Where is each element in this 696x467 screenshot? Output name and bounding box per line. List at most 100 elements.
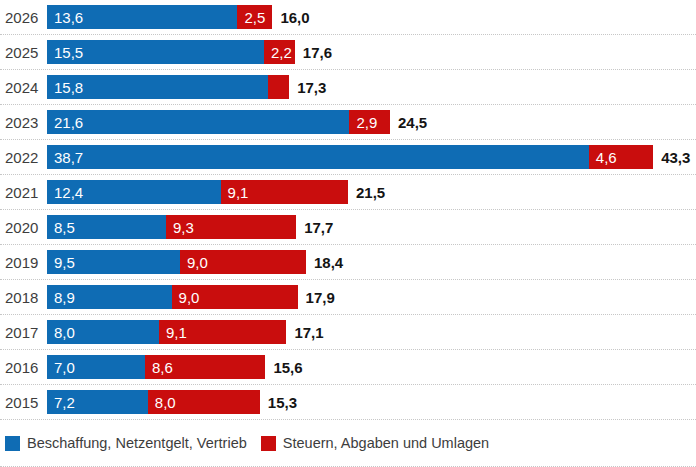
year-label: 2022 — [5, 149, 47, 166]
bar-segment-beschaffung[interactable]: 12,4 — [47, 180, 221, 204]
bar-track: 9,5 9,0 18,4 — [47, 250, 696, 274]
bar-track: 15,8 17,3 — [47, 75, 696, 99]
bar-track: 12,4 9,1 21,5 — [47, 180, 696, 204]
bar-value-label-red: 2,2 — [264, 44, 292, 61]
total-label: 43,3 — [661, 149, 690, 166]
year-label: 2015 — [5, 394, 47, 411]
bar-value-label-red: 9,1 — [221, 184, 249, 201]
bar-value-label-blue: 15,5 — [47, 44, 83, 61]
total-label: 15,6 — [273, 359, 302, 376]
chart-row: 2026 13,6 2,5 16,0 — [0, 0, 696, 35]
bar-segment-steuern[interactable] — [268, 75, 289, 99]
legend-item-steuern[interactable]: Steuern, Abgaben und Umlagen — [261, 435, 489, 451]
legend-label-beschaffung: Beschaffung, Netzentgelt, Vertrieb — [27, 435, 247, 451]
bar-track: 13,6 2,5 16,0 — [47, 5, 696, 29]
year-label: 2026 — [5, 9, 47, 26]
bar-segment-beschaffung[interactable]: 15,5 — [47, 40, 264, 64]
total-label: 17,9 — [306, 289, 335, 306]
bar-track: 7,0 8,6 15,6 — [47, 355, 696, 379]
chart-row: 2021 12,4 9,1 21,5 — [0, 175, 696, 210]
bar-value-label-red: 2,5 — [237, 9, 265, 26]
bar-value-label-red: 9,0 — [172, 289, 200, 306]
chart-row: 2024 15,8 17,3 — [0, 70, 696, 105]
bar-segment-steuern[interactable]: 8,0 — [148, 390, 260, 414]
bar-track: 15,5 2,2 17,6 — [47, 40, 696, 64]
bar-value-label-blue: 12,4 — [47, 184, 83, 201]
bar-value-label-red: 9,0 — [180, 254, 208, 271]
year-label: 2023 — [5, 114, 47, 131]
bar-value-label-red: 9,1 — [159, 324, 187, 341]
stacked-bar-chart: 2026 13,6 2,5 16,0 2025 15,5 2,2 — [0, 0, 696, 467]
total-label: 21,5 — [356, 184, 385, 201]
bar-track: 8,5 9,3 17,7 — [47, 215, 696, 239]
legend-item-beschaffung[interactable]: Beschaffung, Netzentgelt, Vertrieb — [5, 435, 247, 451]
total-label: 17,3 — [297, 79, 326, 96]
year-label: 2024 — [5, 79, 47, 96]
bar-segment-beschaffung[interactable]: 8,9 — [47, 285, 172, 309]
bar-segment-beschaffung[interactable]: 7,0 — [47, 355, 145, 379]
year-label: 2020 — [5, 219, 47, 236]
year-label: 2016 — [5, 359, 47, 376]
bar-segment-beschaffung[interactable]: 8,5 — [47, 215, 166, 239]
bar-segment-steuern[interactable]: 8,6 — [145, 355, 265, 379]
bar-value-label-blue: 7,2 — [47, 394, 75, 411]
bar-segment-steuern[interactable]: 2,5 — [237, 5, 272, 29]
legend-swatch-red-icon — [261, 436, 276, 451]
bar-segment-steuern[interactable]: 9,0 — [180, 250, 306, 274]
bar-value-label-red: 4,6 — [589, 149, 617, 166]
bar-track: 38,7 4,6 43,3 — [47, 145, 696, 169]
bar-track: 21,6 2,9 24,5 — [47, 110, 696, 134]
bar-segment-steuern[interactable]: 9,1 — [159, 320, 286, 344]
bar-track: 7,2 8,0 15,3 — [47, 390, 696, 414]
total-label: 17,7 — [304, 219, 333, 236]
legend: Beschaffung, Netzentgelt, Vertrieb Steue… — [0, 420, 696, 467]
chart-row: 2022 38,7 4,6 43,3 — [0, 140, 696, 175]
bar-segment-steuern[interactable]: 9,3 — [166, 215, 296, 239]
bar-value-label-blue: 8,9 — [47, 289, 75, 306]
bar-value-label-blue: 8,0 — [47, 324, 75, 341]
year-label: 2018 — [5, 289, 47, 306]
bar-value-label-red: 8,6 — [145, 359, 173, 376]
bar-segment-steuern[interactable]: 9,0 — [172, 285, 298, 309]
bar-segment-beschaffung[interactable]: 8,0 — [47, 320, 159, 344]
bar-value-label-blue: 7,0 — [47, 359, 75, 376]
legend-label-steuern: Steuern, Abgaben und Umlagen — [283, 435, 489, 451]
chart-row: 2020 8,5 9,3 17,7 — [0, 210, 696, 245]
year-label: 2017 — [5, 324, 47, 341]
chart-rows: 2026 13,6 2,5 16,0 2025 15,5 2,2 — [0, 0, 696, 420]
year-label: 2025 — [5, 44, 47, 61]
chart-row: 2023 21,6 2,9 24,5 — [0, 105, 696, 140]
bar-value-label-red: 9,3 — [166, 219, 194, 236]
total-label: 18,4 — [314, 254, 343, 271]
bar-segment-beschaffung[interactable]: 38,7 — [47, 145, 589, 169]
total-label: 24,5 — [398, 114, 427, 131]
bar-value-label-blue: 8,5 — [47, 219, 75, 236]
legend-swatch-blue-icon — [5, 436, 20, 451]
bar-segment-beschaffung[interactable]: 9,5 — [47, 250, 180, 274]
bar-segment-beschaffung[interactable]: 21,6 — [47, 110, 349, 134]
bar-value-label-blue: 38,7 — [47, 149, 83, 166]
bar-segment-steuern[interactable]: 9,1 — [221, 180, 348, 204]
bar-track: 8,9 9,0 17,9 — [47, 285, 696, 309]
bar-value-label-blue: 9,5 — [47, 254, 75, 271]
bar-segment-beschaffung[interactable]: 13,6 — [47, 5, 237, 29]
chart-row: 2025 15,5 2,2 17,6 — [0, 35, 696, 70]
total-label: 17,6 — [303, 44, 332, 61]
bar-value-label-blue: 15,8 — [47, 79, 83, 96]
total-label: 15,3 — [268, 394, 297, 411]
chart-row: 2019 9,5 9,0 18,4 — [0, 245, 696, 280]
chart-row: 2015 7,2 8,0 15,3 — [0, 385, 696, 420]
bar-segment-beschaffung[interactable]: 15,8 — [47, 75, 268, 99]
bar-segment-steuern[interactable]: 2,9 — [349, 110, 390, 134]
bar-segment-beschaffung[interactable]: 7,2 — [47, 390, 148, 414]
total-label: 17,1 — [294, 324, 323, 341]
bar-value-label-red: 2,9 — [349, 114, 377, 131]
bar-value-label-blue: 13,6 — [47, 9, 83, 26]
chart-row: 2018 8,9 9,0 17,9 — [0, 280, 696, 315]
bar-segment-steuern[interactable]: 4,6 — [589, 145, 653, 169]
bar-track: 8,0 9,1 17,1 — [47, 320, 696, 344]
bar-segment-steuern[interactable]: 2,2 — [264, 40, 295, 64]
chart-row: 2017 8,0 9,1 17,1 — [0, 315, 696, 350]
year-label: 2021 — [5, 184, 47, 201]
bar-value-label-blue: 21,6 — [47, 114, 83, 131]
